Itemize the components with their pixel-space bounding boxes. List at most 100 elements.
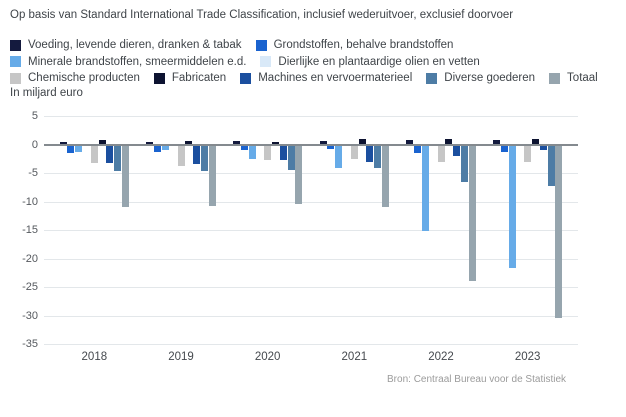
legend-label: Grondstoffen, behalve brandstoffen: [273, 39, 454, 52]
legend-swatch-icon: [240, 72, 252, 84]
legend-row: Minerale brandstoffen, smeermiddelen e.d…: [10, 54, 616, 71]
bar: [460, 144, 468, 183]
bar: [67, 144, 75, 154]
legend-label: Diverse goederen: [444, 72, 536, 85]
legend-label: Voeding, levende dieren, dranken & tabak: [28, 39, 242, 52]
y-axis-tick-label: -30: [22, 309, 38, 322]
gridline: [44, 201, 578, 203]
bar: [177, 144, 185, 166]
bar: [366, 144, 374, 162]
y-axis-tick-label: -25: [22, 281, 38, 293]
bar: [193, 144, 201, 165]
legend-swatch-icon: [549, 72, 561, 84]
gridline: [44, 230, 578, 231]
bar: [271, 142, 279, 145]
zero-axis-line: [44, 143, 578, 146]
bar: [122, 144, 130, 207]
x-axis-tick-label: 2021: [341, 351, 368, 363]
bar: [161, 144, 169, 150]
legend-row: Voeding, levende dieren, dranken & tabak…: [10, 37, 616, 54]
x-axis-tick-label: 2018: [81, 351, 108, 363]
x-axis-tick-label: 2019: [168, 351, 194, 363]
bar: [98, 139, 106, 145]
legend-item: Chemische producten: [10, 72, 140, 84]
bar: [358, 139, 366, 145]
legend-swatch-icon: [153, 72, 165, 84]
x-axis-tick-label: 2023: [514, 351, 541, 363]
bar: [279, 144, 287, 161]
legend-label: Machines en vervoermaterieel: [258, 72, 413, 85]
bar: [350, 144, 358, 160]
legend-item: Fabricaten: [153, 72, 227, 85]
y-axis-tick-label: -35: [22, 338, 38, 350]
bar: [421, 144, 429, 232]
bar: [106, 144, 114, 163]
bar: [232, 140, 240, 145]
legend-row: Chemische producten Fabricaten Machines en…: [10, 70, 616, 87]
gridline: [44, 315, 578, 317]
bar: [374, 144, 382, 169]
bar: [406, 139, 414, 145]
bar: [524, 144, 532, 162]
bar: [287, 144, 295, 170]
bar: [531, 138, 539, 145]
gridline: [44, 173, 578, 174]
bar: [146, 141, 154, 145]
bar: [555, 144, 563, 319]
bar: [264, 144, 272, 160]
legend-item: Totaal: [549, 72, 598, 84]
x-axis-tick-label: 2020: [254, 351, 281, 363]
bar: [75, 144, 83, 152]
legend-item: Machines en vervoermaterieel: [240, 72, 412, 84]
gridline: [44, 287, 578, 288]
legend-item: Diverse goederen: [426, 72, 535, 84]
legend-swatch-icon: [10, 56, 21, 68]
bar: [547, 144, 555, 186]
bar: [468, 144, 476, 281]
legend-label: Minerale brandstoffen, smeermiddelen e.d…: [28, 55, 247, 68]
legend-swatch-icon: [260, 56, 272, 68]
bar: [248, 144, 256, 159]
legend-item: Voeding, levende dieren, dranken & tabak: [10, 39, 242, 51]
bar: [382, 144, 390, 208]
bar: [240, 144, 248, 151]
legend-label: Chemische producten: [28, 72, 140, 85]
bar: [500, 144, 508, 152]
legend-swatch-icon: [10, 39, 21, 51]
bar: [445, 138, 453, 145]
y-axis-tick-label: 5: [31, 110, 38, 122]
gridline: [44, 258, 578, 260]
bar: [319, 140, 327, 145]
chart-title: Op basis van Standard International Trad…: [10, 9, 514, 21]
unit-label: In miljard euro: [10, 87, 83, 99]
bar: [185, 141, 193, 145]
bar: [114, 144, 122, 171]
legend-swatch-icon: [255, 39, 267, 51]
legend-swatch-icon: [10, 72, 21, 84]
x-axis-tick-label: 2022: [428, 351, 454, 363]
legend-label: Dierlijke en plantaardige olien en vette…: [278, 55, 480, 68]
y-axis-tick-label: 0: [31, 138, 38, 151]
bar: [437, 144, 445, 163]
legend-item: Dierlijke en plantaardige olien en vette…: [260, 55, 480, 68]
bar: [208, 144, 216, 207]
bar: [154, 144, 162, 153]
y-axis-tick-label: -15: [22, 224, 38, 236]
legend-label: Fabricaten: [171, 72, 227, 85]
source-attribution: Bron: Centraal Bureau voor de Statistiek: [387, 374, 566, 385]
bar: [295, 144, 303, 205]
legend-label: Totaal: [567, 72, 598, 85]
bar: [200, 144, 208, 172]
y-axis-tick-label: -20: [22, 252, 38, 265]
bar: [508, 144, 516, 268]
bar: [539, 144, 547, 150]
bar: [414, 144, 422, 154]
bar: [335, 144, 343, 169]
y-axis-tick-label: -10: [22, 195, 38, 208]
gridline: [44, 344, 578, 345]
legend-item: Minerale brandstoffen, smeermiddelen e.d…: [10, 56, 246, 68]
bar: [90, 144, 98, 164]
bar: [327, 144, 335, 150]
